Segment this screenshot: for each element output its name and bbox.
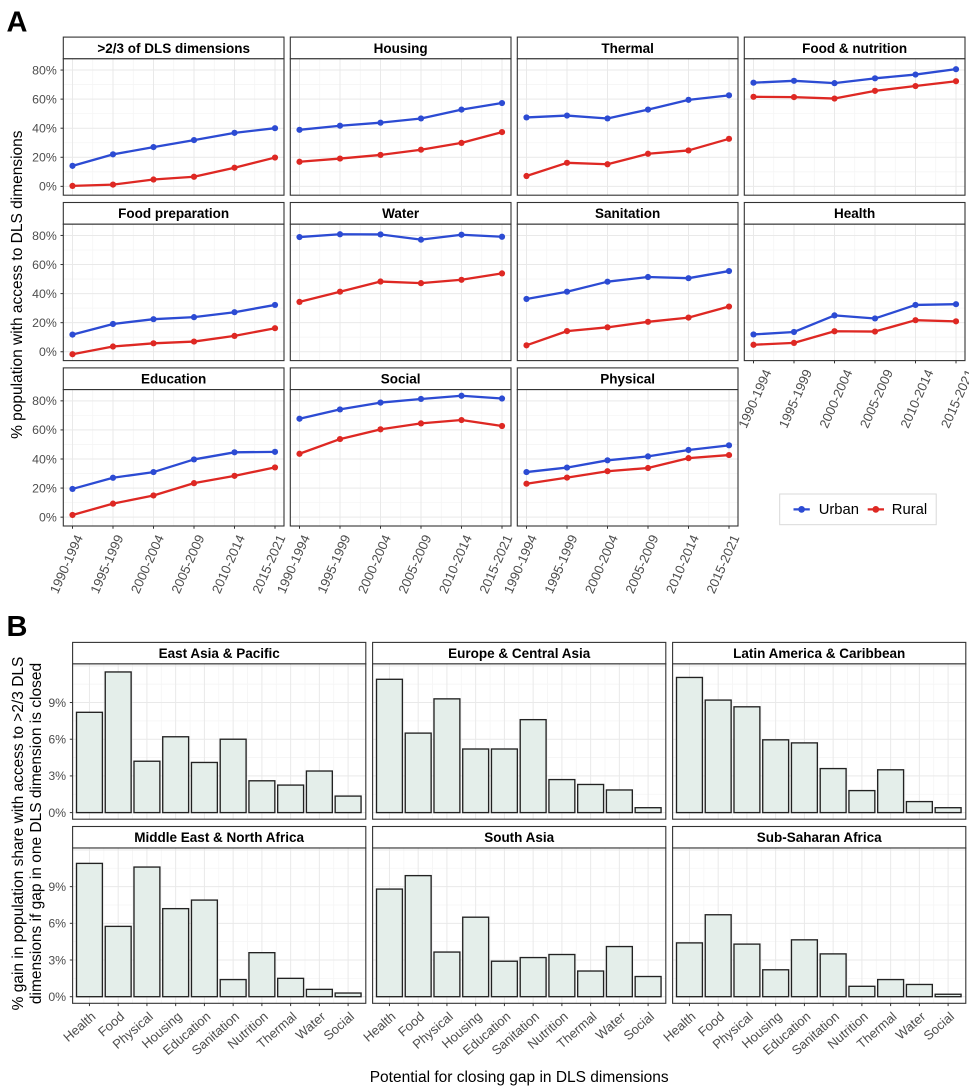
svg-text:Potential for closing gap in D: Potential for closing gap in DLS dimensi… bbox=[370, 1069, 669, 1086]
svg-text:3%: 3% bbox=[48, 769, 66, 783]
svg-text:60%: 60% bbox=[32, 423, 57, 437]
svg-text:Housing: Housing bbox=[374, 41, 428, 56]
svg-text:Health: Health bbox=[834, 206, 875, 221]
svg-text:9%: 9% bbox=[48, 880, 66, 894]
svg-text:Education: Education bbox=[141, 372, 206, 387]
svg-text:East Asia & Pacific: East Asia & Pacific bbox=[159, 646, 281, 661]
svg-text:B: B bbox=[7, 611, 28, 643]
svg-text:Thermal: Thermal bbox=[601, 41, 654, 56]
svg-text:Urban: Urban bbox=[819, 502, 859, 518]
svg-text:0%: 0% bbox=[39, 180, 57, 194]
svg-text:6%: 6% bbox=[48, 733, 66, 747]
svg-text:>2/3 of DLS dimensions: >2/3 of DLS dimensions bbox=[97, 41, 250, 56]
svg-text:Middle East & North Africa: Middle East & North Africa bbox=[134, 830, 304, 845]
svg-text:60%: 60% bbox=[32, 258, 57, 272]
svg-text:South Asia: South Asia bbox=[484, 830, 554, 845]
svg-text:Food & nutrition: Food & nutrition bbox=[802, 41, 907, 56]
svg-text:Physical: Physical bbox=[600, 372, 655, 387]
svg-text:9%: 9% bbox=[48, 696, 66, 710]
svg-text:3%: 3% bbox=[48, 953, 66, 967]
svg-text:% population with access to DL: % population with access to DLS dimensio… bbox=[9, 130, 26, 439]
svg-text:0%: 0% bbox=[39, 510, 57, 524]
svg-text:40%: 40% bbox=[32, 122, 57, 136]
svg-text:6%: 6% bbox=[48, 917, 66, 931]
svg-text:Food preparation: Food preparation bbox=[118, 206, 229, 221]
svg-text:Europe & Central Asia: Europe & Central Asia bbox=[448, 646, 591, 661]
svg-text:20%: 20% bbox=[32, 316, 57, 330]
svg-text:A: A bbox=[7, 6, 28, 38]
svg-text:80%: 80% bbox=[32, 394, 57, 408]
svg-text:Social: Social bbox=[381, 372, 421, 387]
svg-text:60%: 60% bbox=[32, 92, 57, 106]
svg-text:80%: 80% bbox=[32, 63, 57, 77]
svg-text:0%: 0% bbox=[48, 806, 66, 820]
svg-text:Latin America & Caribbean: Latin America & Caribbean bbox=[733, 646, 905, 661]
svg-text:dimensions if gap in one DLS d: dimensions if gap in one DLS dimension i… bbox=[28, 663, 45, 1004]
svg-text:40%: 40% bbox=[32, 287, 57, 301]
svg-text:Sanitation: Sanitation bbox=[595, 206, 660, 221]
svg-text:40%: 40% bbox=[32, 452, 57, 466]
svg-text:% gain in population share wit: % gain in population share with access t… bbox=[10, 657, 27, 1011]
svg-text:20%: 20% bbox=[32, 481, 57, 495]
svg-text:20%: 20% bbox=[32, 151, 57, 165]
svg-text:Rural: Rural bbox=[892, 502, 927, 518]
svg-text:Water: Water bbox=[382, 206, 420, 221]
svg-text:0%: 0% bbox=[39, 345, 57, 359]
svg-text:Sub-Saharan Africa: Sub-Saharan Africa bbox=[757, 830, 882, 845]
svg-text:80%: 80% bbox=[32, 229, 57, 243]
svg-text:0%: 0% bbox=[48, 990, 66, 1004]
